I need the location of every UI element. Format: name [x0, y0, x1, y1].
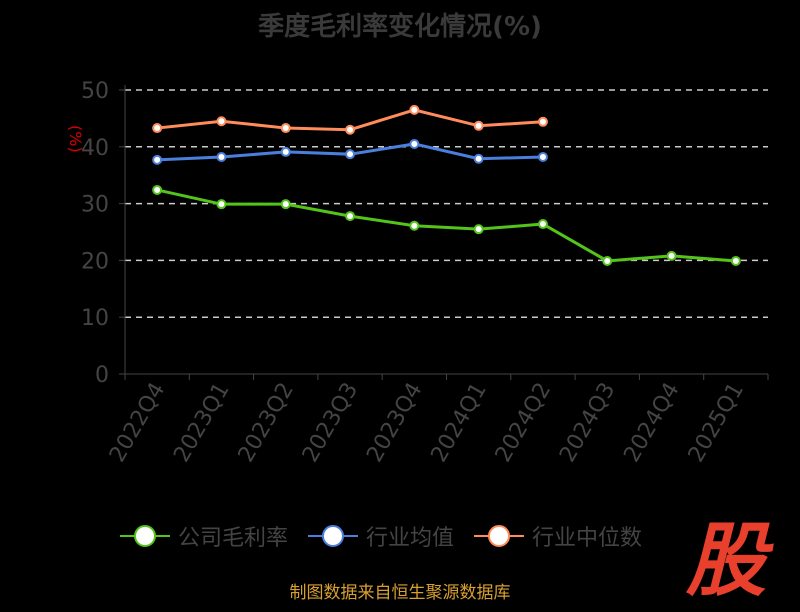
x-tick-label: 2023Q3: [298, 379, 363, 467]
x-tick-label: 2022Q4: [105, 379, 170, 467]
data-point: [409, 220, 420, 231]
data-point: [537, 219, 548, 230]
data-point: [152, 184, 163, 195]
data-point: [152, 123, 163, 134]
x-tick-label: 2024Q3: [555, 379, 620, 467]
data-point: [473, 153, 484, 164]
data-point: [216, 199, 227, 210]
x-tick-label: 2024Q1: [427, 379, 492, 467]
data-point: [473, 120, 484, 131]
data-point: [666, 250, 677, 261]
data-point: [345, 149, 356, 160]
legend: 公司毛利率 行业均值 行业中位数: [120, 520, 642, 552]
x-tick-label: 2024Q4: [619, 379, 684, 467]
data-point: [345, 211, 356, 222]
data-point: [152, 154, 163, 165]
chart-title: 季度毛利率变化情况(%): [258, 12, 542, 42]
x-tick-label: 2023Q1: [169, 379, 234, 467]
data-point: [216, 152, 227, 163]
data-point: [280, 123, 291, 134]
data-point: [409, 104, 420, 115]
legend-marker-icon: [308, 525, 359, 547]
y-tick-label: 40: [81, 136, 109, 161]
data-point: [473, 224, 484, 235]
legend-marker-icon: [120, 525, 170, 547]
legend-marker-icon: [474, 525, 525, 547]
data-point: [730, 255, 741, 266]
legend-item[interactable]: 行业均值: [308, 520, 454, 552]
y-tick-label: 10: [81, 306, 109, 331]
legend-label: 行业中位数: [532, 526, 643, 551]
y-tick-label: 20: [81, 249, 109, 274]
data-point: [602, 255, 613, 266]
series-line: [156, 188, 736, 263]
data-point: [537, 116, 548, 127]
source-note: 制图数据来自恒生聚源数据库: [289, 583, 511, 603]
x-tick-label: 2023Q2: [234, 379, 299, 467]
data-point: [409, 138, 420, 149]
legend-label: 行业均值: [366, 526, 455, 551]
y-axis-label: (%): [66, 125, 85, 153]
y-tick-label: 50: [81, 79, 109, 104]
y-tick-label: 30: [81, 193, 109, 218]
y-tick-label: 0: [95, 363, 109, 388]
legend-label: 公司毛利率: [178, 526, 289, 551]
legend-item[interactable]: 公司毛利率: [120, 520, 288, 552]
data-point: [280, 199, 291, 210]
data-point: [216, 116, 227, 127]
x-tick-label: 2024Q2: [491, 379, 556, 467]
logo: 股: [686, 514, 766, 607]
x-tick-label: 2025Q1: [684, 379, 749, 467]
data-point: [345, 124, 356, 135]
x-tick-label: 2023Q4: [362, 379, 427, 467]
data-point: [537, 152, 548, 163]
data-point: [280, 146, 291, 157]
legend-item[interactable]: 行业中位数: [474, 520, 642, 552]
